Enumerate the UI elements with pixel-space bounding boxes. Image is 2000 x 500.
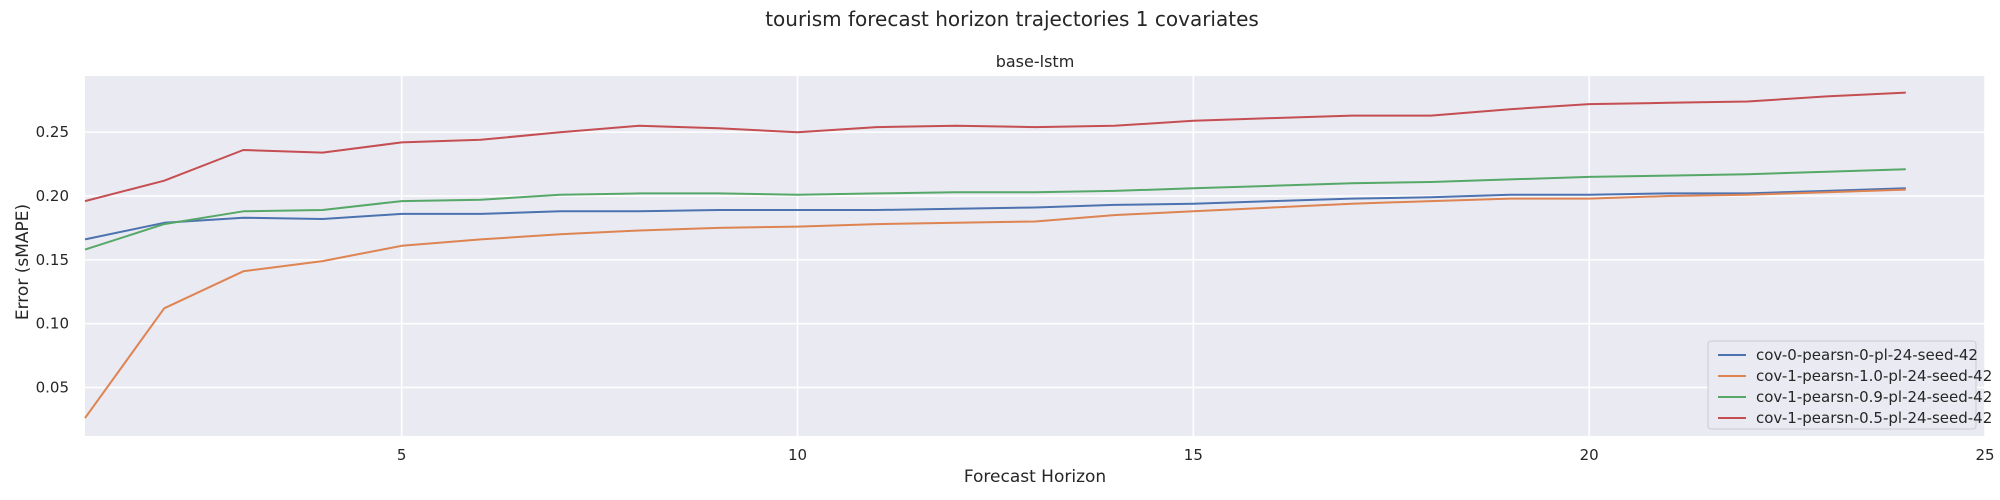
legend-entry: cov-1-pearsn-0.9-pl-24-seed-42 bbox=[1756, 388, 1992, 406]
legend-entry: cov-1-pearsn-0.5-pl-24-seed-42 bbox=[1756, 409, 1992, 427]
plot-area bbox=[85, 76, 1985, 436]
series-line bbox=[84, 187, 1906, 241]
chart-subtitle: base-lstm bbox=[996, 52, 1075, 71]
series-line bbox=[84, 188, 1906, 419]
legend-entry: cov-0-pearsn-0-pl-24-seed-42 bbox=[1756, 346, 1978, 364]
series-line bbox=[84, 168, 1906, 251]
x-tick-label: 15 bbox=[1184, 446, 1203, 464]
tick-labels: 5 10 15 20 25 0.05 0.10 0.15 0.20 0.25 bbox=[36, 123, 1995, 464]
x-tick-label: 5 bbox=[397, 446, 407, 464]
x-axis-label: Forecast Horizon bbox=[964, 467, 1106, 487]
x-tick-label: 10 bbox=[788, 446, 807, 464]
y-tick-label: 0.25 bbox=[36, 123, 69, 141]
series-lines bbox=[84, 91, 1906, 419]
y-tick-label: 0.15 bbox=[36, 251, 69, 269]
series-line bbox=[84, 91, 1906, 203]
y-tick-label: 0.20 bbox=[36, 187, 69, 205]
y-tick-label: 0.10 bbox=[36, 315, 69, 333]
y-tick-label: 0.05 bbox=[36, 378, 69, 396]
legend-entry: cov-1-pearsn-1.0-pl-24-seed-42 bbox=[1756, 367, 1992, 385]
y-axis-label: Error (sMAPE) bbox=[13, 204, 33, 320]
chart-title: tourism forecast horizon trajectories 1 … bbox=[765, 7, 1259, 31]
x-tick-label: 25 bbox=[1975, 446, 1994, 464]
legend: cov-0-pearsn-0-pl-24-seed-42 cov-1-pearsn… bbox=[1707, 340, 1992, 430]
x-tick-label: 20 bbox=[1580, 446, 1599, 464]
legend-box bbox=[1707, 340, 1977, 430]
